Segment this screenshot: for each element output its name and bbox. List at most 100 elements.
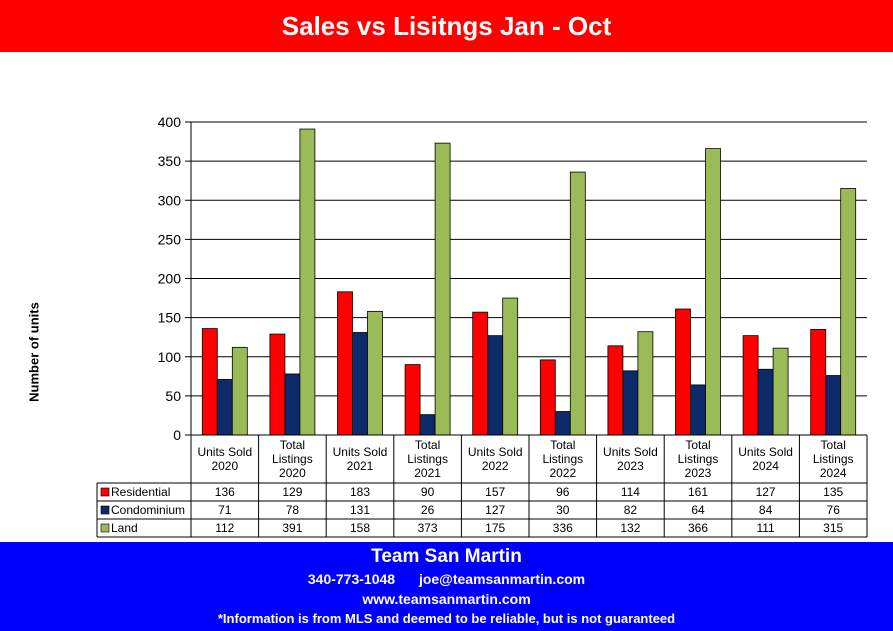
table-cell-value: 64 <box>691 503 705 517</box>
bar-residential <box>810 328 827 436</box>
y-tick-label: 250 <box>158 231 182 247</box>
table-cell-value: 78 <box>286 503 300 517</box>
bar-condominium <box>216 379 233 436</box>
bar-land <box>705 148 721 436</box>
x-tick-label: Units Sold <box>468 445 523 459</box>
table-cell-value: 132 <box>620 521 640 535</box>
x-tick-label: Units Sold <box>197 445 252 459</box>
table-cell-value: 71 <box>218 503 232 517</box>
table-cell-value: 129 <box>282 485 302 499</box>
y-tick-label: 300 <box>158 192 182 208</box>
x-tick-label: 2020 <box>211 459 238 473</box>
bar-residential <box>675 308 691 436</box>
bar-land <box>231 346 248 436</box>
table-cell-value: 114 <box>621 485 640 499</box>
bar-residential <box>404 364 421 436</box>
bar-condominium <box>825 375 842 436</box>
table-cell-value: 76 <box>827 503 841 517</box>
x-tick-label: Total <box>685 438 710 452</box>
y-tick-label: 350 <box>158 153 182 169</box>
bar-residential <box>539 359 556 436</box>
table-cell-value: 112 <box>215 521 234 535</box>
bar-residential <box>607 345 624 436</box>
footer-contact: 340-773-1048 joe@teamsanmartin.com <box>0 569 893 589</box>
table-cell-value: 336 <box>553 521 573 535</box>
footer-website: www.teamsanmartin.com <box>362 591 531 607</box>
legend-swatch-residential <box>100 487 110 497</box>
table-cell-value: 158 <box>350 521 370 535</box>
table-cell-value: 30 <box>556 503 570 517</box>
y-tick-label: 150 <box>158 310 182 326</box>
x-tick-label: Total <box>280 438 305 452</box>
footer-disclaimer: *Information is from MLS and deemed to b… <box>217 611 676 626</box>
bar-land <box>637 331 654 436</box>
bar-condominium <box>554 411 571 436</box>
legend-label-condominium: Condominium <box>111 503 185 517</box>
x-tick-label: Listings <box>272 452 313 466</box>
bar-land <box>502 297 519 436</box>
bar-condominium <box>284 373 301 436</box>
table-cell-value: 161 <box>688 485 708 499</box>
y-tick-label: 0 <box>173 427 181 443</box>
table-cell-value: 175 <box>485 521 505 535</box>
x-tick-label: Total <box>550 438 575 452</box>
table-cell-value: 183 <box>350 485 370 499</box>
y-tick-label: 400 <box>158 114 182 130</box>
table-cell-value: 111 <box>756 521 775 535</box>
y-tick-label: 50 <box>165 388 181 404</box>
chart-title: Sales vs Lisitngs Jan - Oct <box>281 11 612 41</box>
bar-condominium <box>622 370 639 436</box>
table-cell-value: 391 <box>282 521 302 535</box>
x-tick-label: 2023 <box>617 459 644 473</box>
x-tick-label: 2023 <box>685 466 712 480</box>
table-cell-value: 90 <box>421 485 435 499</box>
bar-condominium <box>352 332 368 436</box>
table-cell-value: 136 <box>215 485 235 499</box>
bar-condominium <box>690 384 706 436</box>
footer-email: joe@teamsanmartin.com <box>418 571 586 587</box>
x-tick-label: 2021 <box>414 466 441 480</box>
table-cell-value: 82 <box>624 503 638 517</box>
chart-header: Sales vs Lisitngs Jan - Oct <box>0 0 893 52</box>
bar-land <box>434 142 451 436</box>
table-cell-value: 127 <box>485 503 505 517</box>
x-tick-label: 2020 <box>279 466 306 480</box>
bar-land <box>569 171 586 436</box>
table-cell-value: 157 <box>485 485 505 499</box>
legend-label-residential: Residential <box>111 485 170 499</box>
y-tick-label: 100 <box>158 349 182 365</box>
bar-condominium <box>487 335 504 436</box>
bar-residential <box>269 333 286 436</box>
table-cell-value: 26 <box>421 503 435 517</box>
x-tick-label: Units Sold <box>738 445 793 459</box>
x-tick-label: Total <box>415 438 440 452</box>
x-tick-label: 2022 <box>549 466 576 480</box>
bar-residential <box>201 328 218 436</box>
table-cell-value: 315 <box>823 521 843 535</box>
bar-land <box>840 188 857 436</box>
bar-land <box>299 128 316 436</box>
table-cell-value: 366 <box>688 521 708 535</box>
y-axis-label: Number of units <box>26 302 42 402</box>
x-tick-label: Units Sold <box>603 445 658 459</box>
x-tick-label: 2024 <box>820 466 847 480</box>
x-tick-label: Listings <box>813 452 854 466</box>
table-cell-value: 135 <box>823 485 843 499</box>
y-tick-label: 200 <box>158 271 182 287</box>
x-tick-label: Listings <box>678 452 719 466</box>
x-tick-label: 2022 <box>482 459 509 473</box>
legend-swatch-condominium <box>100 505 110 515</box>
bar-residential <box>337 291 353 436</box>
table-cell-value: 84 <box>759 503 773 517</box>
x-tick-label: Total <box>821 438 846 452</box>
bar-residential <box>742 335 759 436</box>
x-tick-label: Listings <box>542 452 583 466</box>
table-cell-value: 373 <box>418 521 438 535</box>
bar-land <box>367 310 383 436</box>
bar-residential <box>472 311 489 436</box>
x-tick-label: 2024 <box>752 459 779 473</box>
bar-condominium <box>419 414 436 436</box>
x-tick-label: 2021 <box>347 459 374 473</box>
bar-land <box>772 347 789 436</box>
chart-area: Number of units 0 50 100 150 200 250 300 350 400… <box>0 52 893 542</box>
